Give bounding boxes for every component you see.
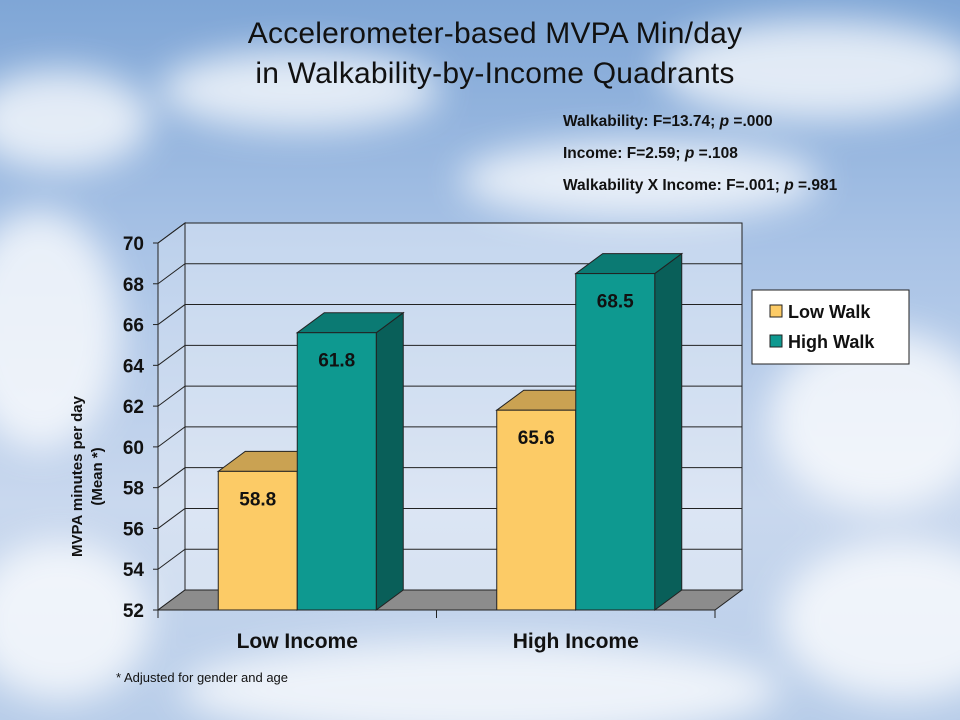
legend-swatch — [769, 304, 783, 318]
gridline — [157, 385, 742, 407]
y-tick-label: 68 — [123, 275, 144, 296]
data-label: 58.8 — [239, 489, 276, 510]
legend-swatch — [769, 334, 783, 348]
stat-income-value: =.108 — [694, 145, 738, 162]
stat-income-label: Income: F=2.59; — [563, 145, 685, 162]
x-category-label: Low Income — [237, 630, 358, 653]
y-tick-label: 52 — [123, 601, 144, 622]
bar-side-face — [654, 252, 683, 611]
data-label: 65.6 — [518, 428, 555, 449]
bar — [575, 273, 656, 611]
title-line-2: in Walkability-by-Income Quadrants — [255, 57, 735, 90]
y-tick-label: 62 — [123, 397, 144, 418]
stat-walkability-label: Walkability: F=13.74; — [563, 113, 720, 130]
y-axis-label-line: (Mean *) — [89, 447, 106, 505]
statistics-block: Walkability: F=13.74; p =.000 Income: F=… — [563, 113, 837, 209]
y-tick-label: 56 — [123, 519, 144, 540]
stat-interaction-label: Walkability X Income: F=.001; — [563, 177, 785, 194]
legend-label: High Walk — [788, 332, 875, 352]
stat-walkability-p: p — [719, 113, 730, 130]
stat-interaction-value: =.981 — [793, 177, 838, 194]
bar — [496, 409, 577, 611]
y-tick-label: 66 — [123, 316, 144, 337]
gridline — [157, 304, 742, 325]
bar-side-face — [375, 311, 404, 611]
stat-interaction: Walkability X Income: F=.001; p =.981 — [563, 177, 837, 209]
y-tick-label: 64 — [123, 356, 145, 377]
data-label: 68.5 — [597, 292, 634, 313]
bar — [296, 332, 377, 611]
y-axis-label-line: MVPA minutes per day — [69, 395, 86, 557]
stat-income: Income: F=2.59; p =.108 — [563, 145, 837, 177]
y-tick-label: 60 — [123, 438, 144, 459]
footnote: * Adjusted for gender and age — [116, 670, 289, 685]
legend-label: Low Walk — [788, 302, 871, 322]
data-label: 61.8 — [318, 351, 355, 372]
gridline — [157, 263, 742, 285]
stat-walkability-value: =.000 — [729, 113, 773, 130]
stat-income-p: p — [684, 145, 695, 162]
stat-interaction-p: p — [784, 177, 794, 194]
legend-box — [751, 289, 910, 365]
x-category-label: High Income — [513, 630, 639, 653]
bar — [217, 470, 298, 611]
y-tick-label: 70 — [123, 234, 144, 255]
gridline — [157, 344, 742, 366]
stat-walkability: Walkability: F=13.74; p =.000 — [563, 113, 837, 145]
y-tick-label: 58 — [123, 479, 144, 500]
page-title: Accelerometer-based MVPA Min/day in Walk… — [0, 14, 960, 94]
y-axis-label: MVPA minutes per day (Mean *) — [69, 395, 106, 557]
title-line-1: Accelerometer-based MVPA Min/day — [247, 17, 743, 50]
gridline — [157, 222, 742, 244]
y-tick-label: 54 — [123, 560, 145, 581]
